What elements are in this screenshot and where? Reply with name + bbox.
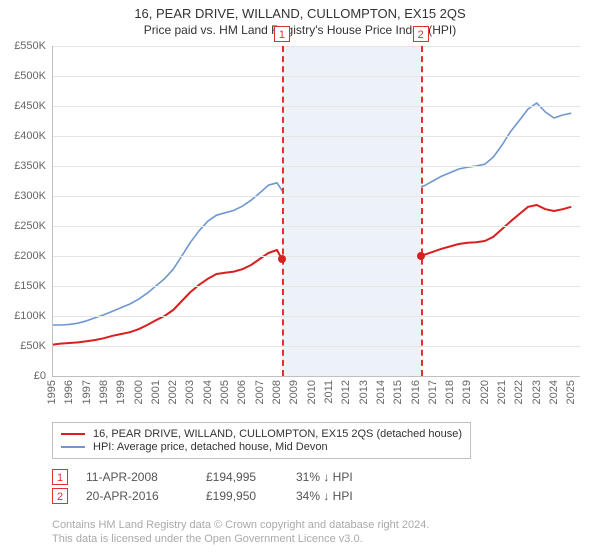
event-date: 20-APR-2016: [86, 489, 206, 503]
y-tick-label: £0: [34, 370, 46, 382]
event-marker: [278, 255, 286, 263]
x-tick-label: 2007: [254, 380, 266, 404]
chart-title: 16, PEAR DRIVE, WILLAND, CULLOMPTON, EX1…: [0, 6, 600, 21]
legend-swatch: [61, 446, 85, 448]
y-tick-label: £100K: [14, 310, 46, 322]
legend-swatch: [61, 433, 85, 435]
chart-subtitle: Price paid vs. HM Land Registry's House …: [0, 23, 600, 37]
y-tick-label: £200K: [14, 250, 46, 262]
event-row: 1 11-APR-2008£194,99531% ↓ HPI: [52, 469, 386, 485]
event-badge: 2: [413, 26, 429, 42]
x-tick-label: 2008: [271, 380, 283, 404]
event-row-badge: 1: [52, 469, 68, 485]
x-tick-label: 2025: [565, 380, 577, 404]
footer-line-2: This data is licensed under the Open Gov…: [52, 532, 429, 546]
x-tick-label: 1999: [115, 380, 127, 404]
gridline: [52, 196, 580, 197]
x-tick-label: 2002: [167, 380, 179, 404]
y-tick-label: £400K: [14, 130, 46, 142]
x-tick-label: 2016: [410, 380, 422, 404]
y-tick-label: £50K: [20, 340, 46, 352]
x-tick-label: 2011: [323, 380, 335, 404]
x-tick-label: 2017: [427, 380, 439, 404]
x-tick-label: 2020: [479, 380, 491, 404]
gridline: [52, 136, 580, 137]
x-tick-label: 2001: [150, 380, 162, 404]
y-tick-label: £450K: [14, 100, 46, 112]
footer-line-1: Contains HM Land Registry data © Crown c…: [52, 518, 429, 532]
x-tick-label: 1997: [81, 380, 93, 404]
footer: Contains HM Land Registry data © Crown c…: [52, 518, 429, 547]
y-tick-label: £550K: [14, 40, 46, 52]
event-price: £199,950: [206, 489, 296, 503]
x-tick-label: 2000: [133, 380, 145, 404]
gridline: [52, 286, 580, 287]
x-tick-label: 2019: [461, 380, 473, 404]
gridline: [52, 226, 580, 227]
legend-label: 16, PEAR DRIVE, WILLAND, CULLOMPTON, EX1…: [93, 428, 462, 440]
highlight-band: [282, 46, 421, 376]
events-table: 1 11-APR-2008£194,99531% ↓ HPI 2 20-APR-201…: [52, 466, 386, 507]
legend-item: 16, PEAR DRIVE, WILLAND, CULLOMPTON, EX1…: [61, 428, 462, 440]
x-tick-label: 2006: [236, 380, 248, 404]
x-tick-label: 2012: [340, 380, 352, 404]
x-tick-label: 2024: [548, 380, 560, 404]
event-badge: 1: [274, 26, 290, 42]
x-tick-label: 2023: [531, 380, 543, 404]
y-tick-label: £500K: [14, 70, 46, 82]
gridline: [52, 316, 580, 317]
gridline: [52, 166, 580, 167]
x-tick-label: 2013: [358, 380, 370, 404]
x-tick-label: 2003: [184, 380, 196, 404]
x-tick-label: 2015: [392, 380, 404, 404]
x-tick-label: 2014: [375, 380, 387, 404]
x-tick-label: 2022: [513, 380, 525, 404]
event-row-badge: 2: [52, 488, 68, 504]
x-tick-label: 1998: [98, 380, 110, 404]
legend-item: HPI: Average price, detached house, Mid …: [61, 441, 462, 453]
x-tick-label: 2004: [202, 380, 214, 404]
titles: 16, PEAR DRIVE, WILLAND, CULLOMPTON, EX1…: [0, 0, 600, 37]
event-delta: 34% ↓ HPI: [296, 489, 386, 503]
y-tick-label: £300K: [14, 190, 46, 202]
x-tick-label: 2009: [288, 380, 300, 404]
legend-label: HPI: Average price, detached house, Mid …: [93, 441, 328, 453]
x-tick-label: 2021: [496, 380, 508, 404]
event-line: [282, 46, 284, 376]
gridline: [52, 346, 580, 347]
event-price: £194,995: [206, 470, 296, 484]
event-marker: [417, 252, 425, 260]
gridline: [52, 46, 580, 47]
x-tick-label: 2005: [219, 380, 231, 404]
legend: 16, PEAR DRIVE, WILLAND, CULLOMPTON, EX1…: [52, 422, 471, 459]
y-axis-line: [52, 46, 53, 376]
y-tick-label: £150K: [14, 280, 46, 292]
gridline: [52, 256, 580, 257]
x-tick-label: 2018: [444, 380, 456, 404]
gridline: [52, 76, 580, 77]
y-tick-label: £250K: [14, 220, 46, 232]
y-tick-label: £350K: [14, 160, 46, 172]
event-line: [421, 46, 423, 376]
gridline: [52, 106, 580, 107]
plot-area: £0£50K£100K£150K£200K£250K£300K£350K£400…: [52, 46, 580, 376]
chart-container: 16, PEAR DRIVE, WILLAND, CULLOMPTON, EX1…: [0, 0, 600, 560]
x-tick-label: 1995: [46, 380, 58, 404]
event-delta: 31% ↓ HPI: [296, 470, 386, 484]
x-tick-label: 2010: [306, 380, 318, 404]
x-axis-line: [52, 376, 580, 377]
x-tick-label: 1996: [63, 380, 75, 404]
event-row: 2 20-APR-2016£199,95034% ↓ HPI: [52, 488, 386, 504]
event-date: 11-APR-2008: [86, 470, 206, 484]
